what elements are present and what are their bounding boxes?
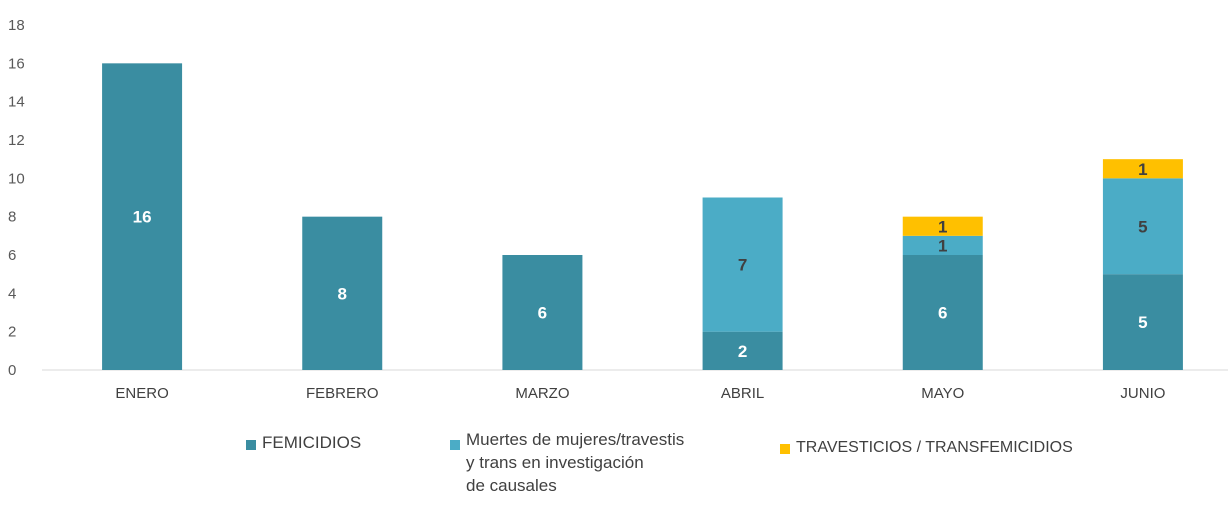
bar-febrero-series-0 xyxy=(302,216,383,370)
y-tick-label: 12 xyxy=(8,132,25,149)
x-category-label: MARZO xyxy=(515,385,569,402)
data-label: 7 xyxy=(738,256,747,275)
bar-enero-series-0 xyxy=(102,63,183,370)
x-category-label: JUNIO xyxy=(1120,385,1165,402)
bar-junio-series-2 xyxy=(1102,159,1183,179)
data-label: 16 xyxy=(133,208,152,227)
data-label: 8 xyxy=(338,284,347,303)
data-label: 1 xyxy=(938,217,947,236)
x-category-label: ABRIL xyxy=(721,385,764,402)
legend-label-travesticidios: TRAVESTICIOS / TRANSFEMICIDIOS xyxy=(796,439,1073,456)
y-tick-label: 4 xyxy=(8,285,16,302)
bar-junio-series-0 xyxy=(1102,274,1183,370)
y-tick-label: 14 xyxy=(8,94,25,111)
bar-junio-series-1 xyxy=(1102,178,1183,275)
legend-label-investigacion: Muertes de mujeres/travestis y trans en … xyxy=(466,430,685,495)
data-label: 2 xyxy=(738,342,747,361)
y-tick-label: 16 xyxy=(8,55,25,72)
legend-item-travesticidios: TRAVESTICIOS / TRANSFEMICIDIOS xyxy=(780,436,1073,459)
bar-mayo-series-1 xyxy=(902,235,983,255)
y-tick-label: 0 xyxy=(8,362,16,379)
legend-item-femicidios: FEMICIDIOS xyxy=(246,431,361,454)
x-category-label: MAYO xyxy=(921,385,964,402)
legend-item-investigacion: Muertes de mujeres/travestis y trans en … xyxy=(450,428,684,497)
x-category-label: FEBRERO xyxy=(306,385,379,402)
y-tick-label: 18 xyxy=(8,17,25,34)
legend-swatch-femicidios xyxy=(246,440,256,450)
data-label: 5 xyxy=(1138,313,1147,332)
y-axis: 0 2 4 6 8 10 12 14 16 18 xyxy=(8,17,25,379)
data-label: 1 xyxy=(1138,160,1147,179)
bar-abril-series-0 xyxy=(702,331,783,370)
data-label: 6 xyxy=(938,304,947,323)
bar-mayo-series-0 xyxy=(902,255,983,370)
bar-marzo-series-0 xyxy=(502,255,583,370)
data-label: 5 xyxy=(1138,217,1147,236)
y-tick-label: 8 xyxy=(8,209,16,226)
category-labels: ENERO FEBRERO MARZO ABRIL MAYO JUNIO xyxy=(115,385,1165,402)
legend-swatch-investigacion xyxy=(450,440,460,450)
bar-mayo-series-2 xyxy=(902,216,983,236)
legend-swatch-travesticidios xyxy=(780,444,790,454)
x-category-label: ENERO xyxy=(115,385,168,402)
y-tick-label: 2 xyxy=(8,324,16,341)
legend-label-femicidios: FEMICIDIOS xyxy=(262,433,362,452)
y-tick-label: 10 xyxy=(8,170,25,187)
y-tick-label: 6 xyxy=(8,247,16,264)
data-label: 1 xyxy=(938,236,947,255)
data-label: 6 xyxy=(538,304,547,323)
bar-abril-series-1 xyxy=(702,197,783,332)
